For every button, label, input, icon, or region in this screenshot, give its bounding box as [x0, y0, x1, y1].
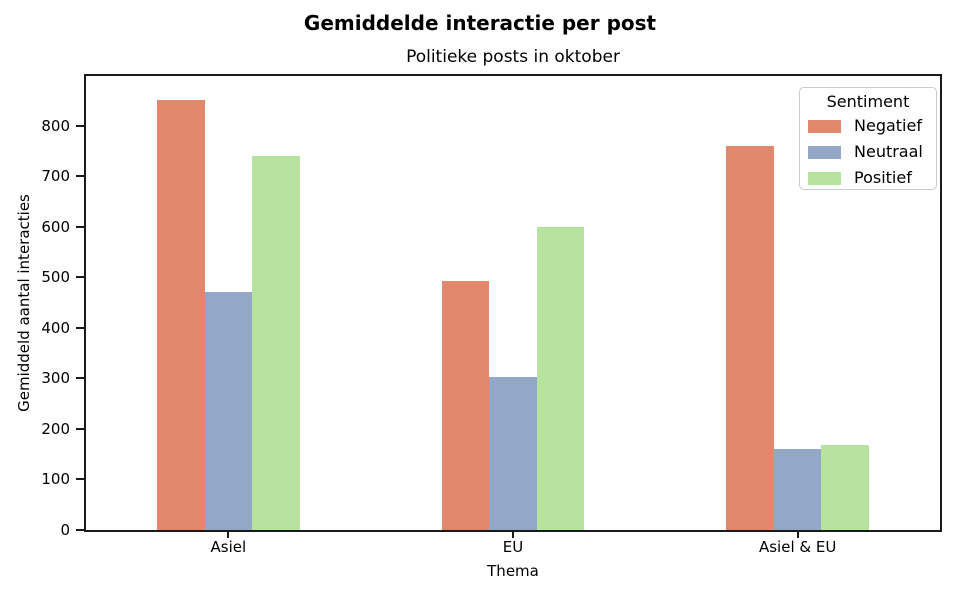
x-tick-label: EU [502, 538, 524, 556]
y-tick-mark [76, 377, 85, 380]
y-tick-mark [76, 225, 85, 228]
y-tick-label: 500 [41, 268, 70, 287]
bar-negatief-1 [441, 280, 490, 530]
y-tick-label: 100 [41, 470, 70, 489]
y-tick-label: 700 [41, 167, 70, 186]
legend-swatch-negatief [808, 119, 841, 133]
x-tick-mark [796, 530, 799, 538]
legend: Sentiment Negatief Neutraal Positief [799, 87, 937, 190]
legend-swatch-positief [808, 171, 841, 185]
y-axis-label: Gemiddeld aantal interacties [15, 194, 33, 412]
y-tick-mark [76, 326, 85, 329]
y-tick-label: 200 [41, 419, 70, 438]
legend-item-positief: Positief [808, 165, 928, 191]
y-tick-mark [76, 276, 85, 279]
legend-swatch-neutraal [808, 145, 841, 159]
y-tick-mark [76, 478, 85, 481]
x-tick-label: Asiel [210, 538, 247, 556]
y-tick-label: 400 [41, 318, 70, 337]
y-tick-mark [76, 529, 85, 531]
y-tick-label: 800 [41, 116, 70, 135]
y-tick-label: 0 [60, 521, 70, 539]
figure-suptitle: Gemiddelde interactie per post [303, 11, 657, 35]
legend-label: Positief [854, 168, 912, 187]
x-tick-label: Asiel & EU [758, 538, 837, 556]
x-tick-mark [227, 530, 230, 538]
bar-neutraal-1 [489, 377, 537, 530]
bar-positief-2 [821, 445, 869, 530]
x-tick-mark [512, 530, 514, 538]
legend-item-negatief: Negatief [808, 113, 928, 139]
y-tick-label: 300 [41, 369, 70, 388]
bar-positief-0 [252, 155, 300, 530]
bar-positief-1 [536, 226, 585, 530]
x-axis-label: Thema [487, 562, 539, 580]
legend-items: Negatief Neutraal Positief [808, 113, 928, 191]
legend-title: Sentiment [826, 92, 910, 111]
legend-label: Neutraal [854, 142, 923, 161]
bar-neutraal-0 [204, 292, 253, 530]
legend-label: Negatief [854, 116, 922, 135]
bar-neutraal-2 [773, 448, 822, 530]
y-tick-label: 600 [41, 217, 70, 236]
legend-item-neutraal: Neutraal [808, 139, 928, 165]
bar-negatief-0 [157, 100, 205, 530]
y-tick-mark [76, 427, 85, 430]
y-tick-mark [76, 175, 85, 178]
bar-negatief-2 [726, 145, 774, 530]
y-tick-mark [76, 124, 85, 127]
chart-title: Politieke posts in oktober [406, 47, 620, 67]
